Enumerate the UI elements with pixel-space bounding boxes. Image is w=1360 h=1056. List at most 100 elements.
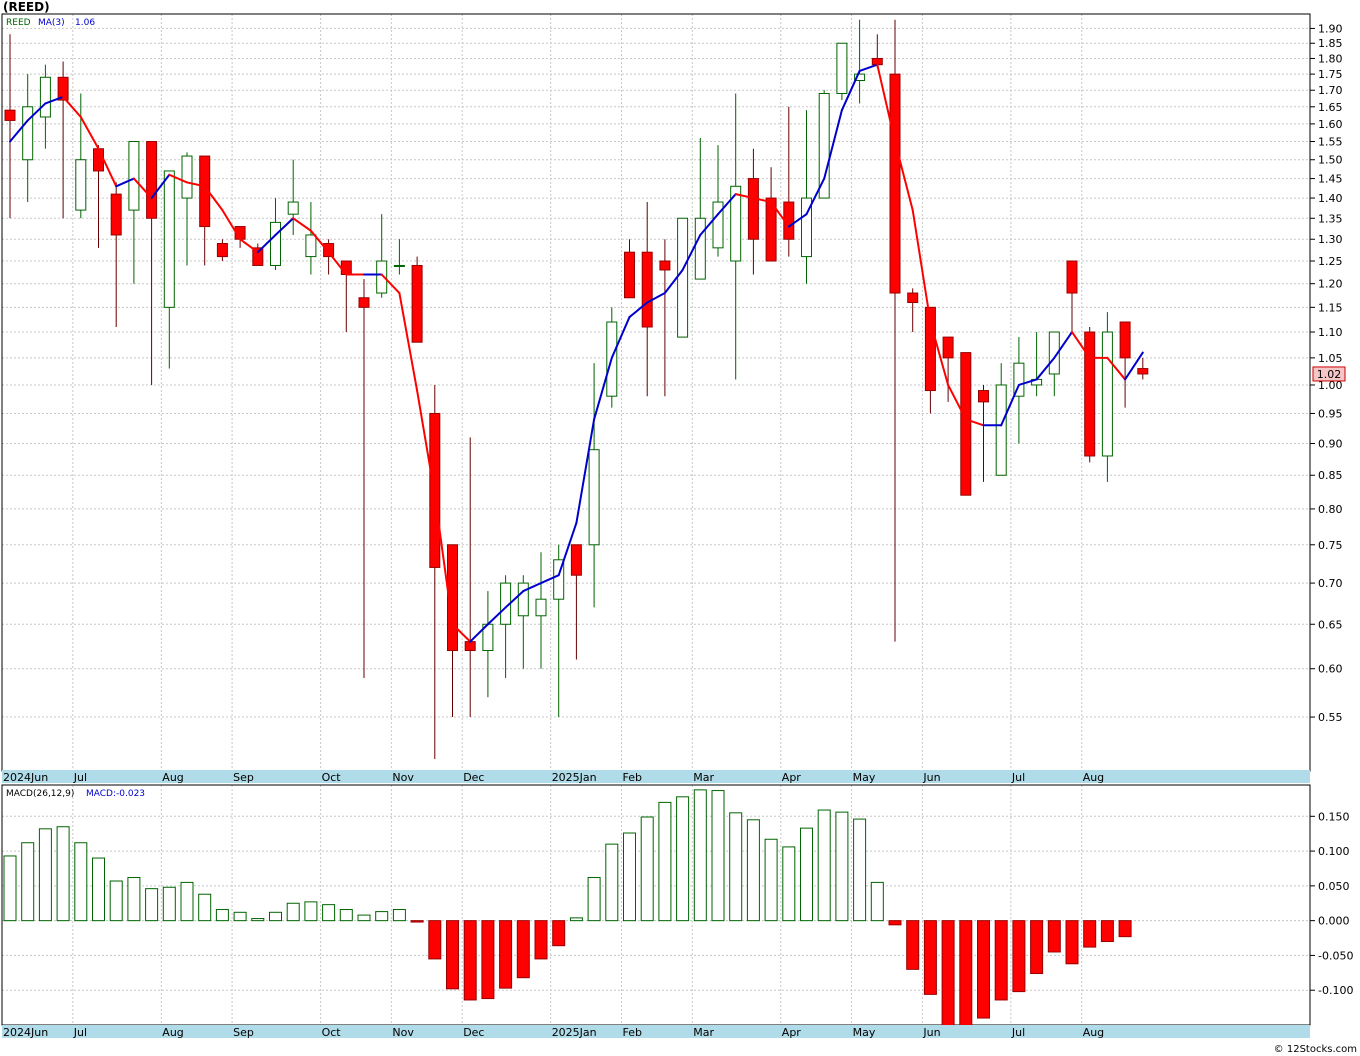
macd-bar [392, 909, 406, 922]
price-tick-label: 0.55 [1318, 711, 1343, 724]
macd-bar [269, 911, 282, 922]
price-month-label: 2025Jan [552, 771, 597, 784]
macd-value-label: MACD:-0.023 [86, 789, 145, 799]
ma3-segment [256, 233, 277, 254]
macd-bar [1012, 920, 1026, 993]
ma3-segment [132, 177, 153, 200]
ma3-segment [486, 606, 507, 626]
ma3-segment [150, 173, 171, 200]
candle [907, 288, 919, 333]
price-month-label: Feb [623, 771, 642, 784]
candle-body [216, 243, 228, 258]
candle-body [57, 76, 69, 101]
ma3-segment [309, 229, 330, 254]
macd-bar [729, 812, 743, 922]
macd-bar [56, 826, 70, 922]
candle-body [447, 544, 458, 652]
macd-bar [357, 914, 371, 922]
macd-bar [286, 902, 300, 922]
macd-month-label: Aug [1083, 1026, 1104, 1039]
ma3-segment [911, 209, 932, 324]
ma3-segment [115, 177, 135, 188]
ma3-segment [840, 69, 861, 112]
macd-bar [304, 901, 318, 922]
price-tick-label: 0.85 [1318, 469, 1343, 482]
candle [305, 202, 317, 275]
macd-month-label: 2024Jun [3, 1026, 48, 1039]
price-tick-label: 1.05 [1318, 352, 1343, 365]
price-tick-label: 0.90 [1318, 437, 1343, 450]
ma3-segment [239, 238, 259, 254]
macd-tick-label: -0.050 [1318, 949, 1353, 962]
ma3-segment [610, 316, 631, 359]
ma3-segment [168, 173, 188, 184]
candle-body [535, 598, 547, 617]
macd-bar [764, 838, 778, 922]
price-tick-label: 0.65 [1318, 618, 1343, 631]
candle-body [712, 201, 724, 249]
macd-bar [552, 920, 566, 947]
candle [376, 214, 388, 298]
price-month-label: Nov [392, 771, 414, 784]
macd-bar [92, 857, 105, 922]
candle [411, 256, 423, 343]
candle [765, 167, 777, 262]
candle [323, 239, 335, 275]
macd-histogram [3, 789, 1132, 1029]
ma3-segment [221, 209, 242, 241]
ma3-segment [646, 292, 666, 304]
macd-bar [38, 828, 52, 922]
ma3-segment [876, 63, 896, 143]
candle [960, 352, 972, 496]
price-tick-label: 1.75 [1318, 68, 1343, 81]
ma3-segment [734, 193, 755, 200]
price-month-label: 2024Jun [3, 771, 48, 784]
ma3-segment [79, 115, 100, 150]
candle [535, 552, 547, 669]
candle [730, 93, 742, 380]
macd-bar [145, 888, 159, 922]
price-date-axis [2, 770, 1310, 783]
candle-body [960, 352, 972, 496]
candle-body [1048, 331, 1060, 375]
macd-bar [658, 801, 672, 922]
macd-bar [959, 920, 973, 1029]
candle-body [163, 170, 175, 308]
price-month-label: Mar [693, 771, 714, 784]
macd-bar [198, 893, 212, 922]
ma3-segment [823, 109, 843, 180]
ma3-segment [663, 268, 684, 295]
ma3-segment [540, 574, 560, 585]
candle [1137, 357, 1149, 380]
price-month-label: Dec [463, 771, 484, 784]
macd-bar [800, 827, 813, 922]
candle [836, 42, 848, 101]
candle-body [252, 247, 264, 266]
price-tick-label: 1.45 [1318, 173, 1343, 186]
price-tick-label: 0.95 [1318, 407, 1343, 420]
price-tick-label: 0.75 [1318, 539, 1343, 552]
price-tick-label: 1.35 [1318, 212, 1343, 225]
macd-axis-ticks: 0.150 0.100 0.050 0.000 -0.050 -0.100 [1310, 810, 1353, 997]
candle [818, 90, 830, 199]
candle [570, 544, 582, 660]
ma3-segment [327, 251, 348, 276]
macd-bar [1100, 920, 1114, 943]
candle-body [517, 582, 529, 617]
ma3-segment [451, 623, 472, 643]
macd-bar [1030, 920, 1044, 975]
watermark: © 12Stocks.com [1274, 1044, 1357, 1055]
candle-body [128, 141, 140, 211]
candle [1101, 312, 1113, 482]
macd-bar [587, 877, 601, 922]
candle [995, 363, 1007, 476]
candle [801, 110, 812, 284]
candle [39, 64, 51, 149]
candle-body [1013, 362, 1025, 397]
candle [889, 19, 901, 642]
macd-bar [923, 920, 937, 995]
candle-body [93, 148, 104, 172]
price-tick-label: 1.65 [1318, 101, 1343, 114]
macd-bar [817, 809, 831, 922]
macd-bar [534, 920, 548, 960]
